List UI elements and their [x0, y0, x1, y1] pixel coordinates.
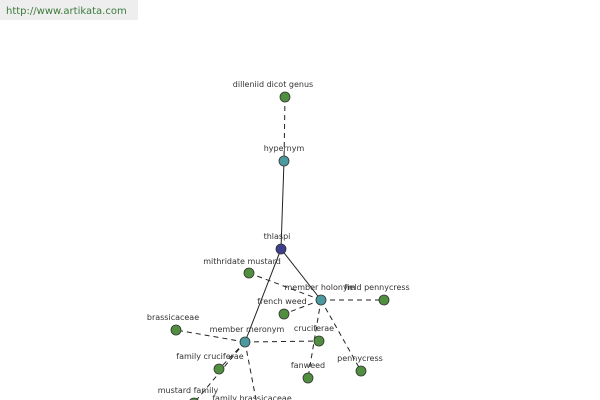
- edge: [283, 96, 286, 162]
- url-banner: [0, 0, 138, 20]
- node[interactable]: [213, 363, 225, 375]
- node[interactable]: [278, 155, 290, 167]
- node-label: brassicaceae: [147, 313, 199, 322]
- node-label: french weed: [257, 297, 306, 306]
- edge: [280, 160, 285, 250]
- node-label: family cruciferae: [176, 352, 244, 361]
- node-label: cruciferae: [294, 324, 334, 333]
- edge: [248, 272, 322, 301]
- node[interactable]: [170, 324, 182, 336]
- node-label: family brassicaceae: [212, 394, 292, 400]
- edge: [320, 299, 362, 372]
- edge: [244, 248, 282, 343]
- node[interactable]: [243, 267, 255, 279]
- node[interactable]: [315, 294, 327, 306]
- node-label: member meronym: [210, 325, 285, 334]
- edge: [283, 299, 322, 315]
- node[interactable]: [378, 294, 390, 306]
- edge: [175, 329, 246, 343]
- node[interactable]: [278, 308, 290, 320]
- edge: [218, 341, 246, 370]
- node-label: member holonym: [284, 283, 355, 292]
- node[interactable]: [355, 365, 367, 377]
- node-label: mustard family: [158, 386, 219, 395]
- node[interactable]: [302, 372, 314, 384]
- node-label: pennycress: [337, 354, 383, 363]
- node-label: fanweed: [291, 361, 325, 370]
- node-label: hypernym: [264, 144, 305, 153]
- node-label: dilleniid dicot genus: [233, 80, 313, 89]
- node-label: thlaspi: [264, 232, 291, 241]
- node[interactable]: [239, 336, 251, 348]
- node[interactable]: [279, 91, 291, 103]
- node[interactable]: [275, 243, 287, 255]
- node-label: field pennycress: [344, 283, 409, 292]
- node-label: mithridate mustard: [203, 257, 281, 266]
- edge: [244, 341, 257, 400]
- edge: [280, 248, 322, 301]
- url[interactable]: http://www.artikata.com: [6, 6, 127, 17]
- edge: [244, 340, 320, 343]
- node[interactable]: [313, 335, 325, 347]
